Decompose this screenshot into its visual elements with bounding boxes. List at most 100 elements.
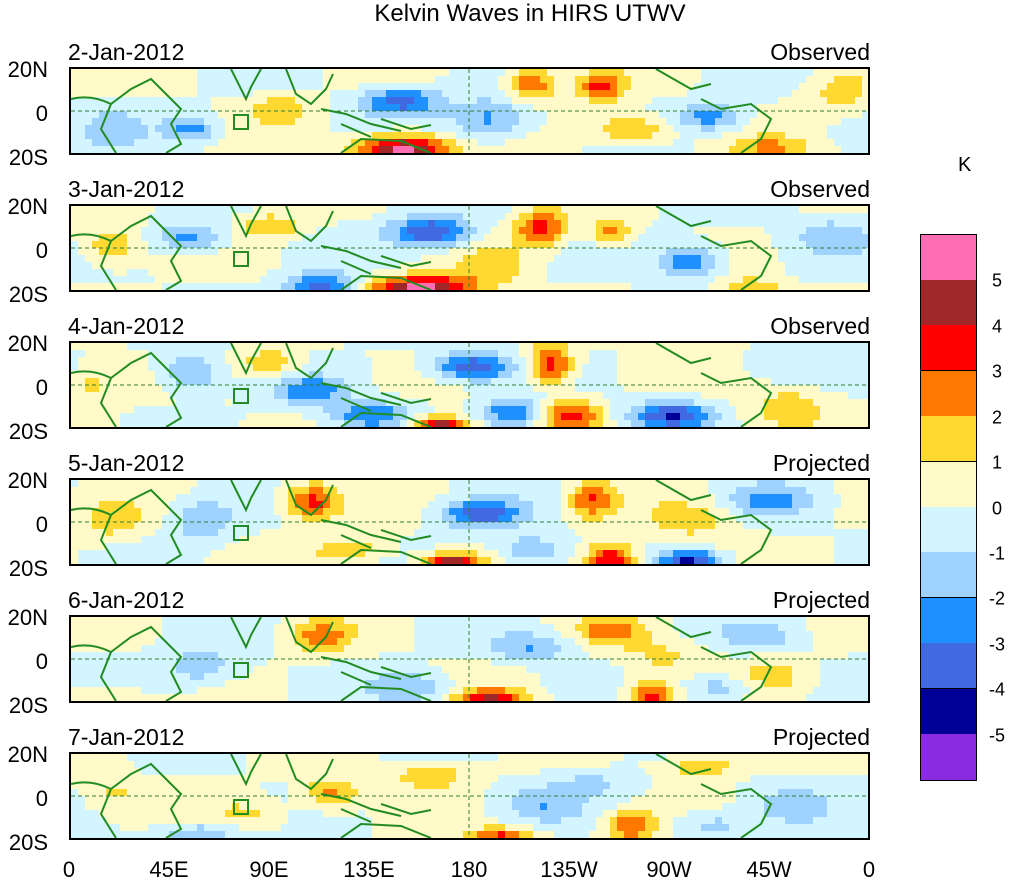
anomaly-cell <box>848 487 856 495</box>
anomaly-cell <box>715 420 723 427</box>
anomaly-cell <box>729 234 737 242</box>
anomaly-cell <box>603 392 611 400</box>
anomaly-cell <box>575 515 583 523</box>
anomaly-cell <box>386 269 394 277</box>
anomaly-cell <box>785 399 793 407</box>
anomaly-cell <box>841 269 849 277</box>
anomaly-cell <box>379 480 387 488</box>
anomaly-cell <box>596 139 604 147</box>
anomaly-cell <box>694 132 702 140</box>
anomaly-cell <box>708 111 716 119</box>
anomaly-cell <box>400 111 408 119</box>
anomaly-cell <box>554 364 562 372</box>
anomaly-cell <box>736 283 744 290</box>
anomaly-cell <box>323 90 331 98</box>
anomaly-cell <box>260 83 268 91</box>
anomaly-cell <box>638 104 646 112</box>
anomaly-cell <box>113 118 121 126</box>
anomaly-cell <box>484 371 492 379</box>
anomaly-cell <box>813 132 821 140</box>
anomaly-cell <box>372 118 380 126</box>
anomaly-cell <box>379 385 387 393</box>
anomaly-cell <box>281 227 289 235</box>
anomaly-cell <box>498 501 506 509</box>
anomaly-cell <box>176 118 184 126</box>
anomaly-cell <box>267 364 275 372</box>
anomaly-cell <box>617 283 625 290</box>
anomaly-cell <box>673 220 681 228</box>
anomaly-cell <box>820 350 828 358</box>
anomaly-cell <box>449 501 457 509</box>
anomaly-cell <box>568 213 576 221</box>
anomaly-cell <box>330 385 338 393</box>
anomaly-cell <box>799 118 807 126</box>
anomaly-cell <box>288 420 296 427</box>
anomaly-cell <box>603 515 611 523</box>
anomaly-cell <box>722 125 730 133</box>
anomaly-cell <box>799 111 807 119</box>
anomaly-cell <box>652 111 660 119</box>
anomaly-cell <box>603 104 611 112</box>
anomaly-cell <box>575 364 583 372</box>
anomaly-cell <box>253 515 261 523</box>
anomaly-cell <box>337 480 345 488</box>
anomaly-cell <box>358 480 366 488</box>
anomaly-cell <box>589 501 597 509</box>
anomaly-cell <box>246 234 254 242</box>
anomaly-cell <box>729 494 737 502</box>
anomaly-cell <box>862 283 868 290</box>
anomaly-cell <box>470 420 478 427</box>
anomaly-cell <box>99 262 107 270</box>
anomaly-cell <box>722 276 730 284</box>
anomaly-cell <box>344 146 352 153</box>
anomaly-cell <box>197 399 205 407</box>
anomaly-cell <box>750 97 758 105</box>
anomaly-cell <box>281 406 289 414</box>
anomaly-cell <box>148 90 156 98</box>
anomaly-cell <box>379 378 387 386</box>
anomaly-cell <box>477 104 485 112</box>
anomaly-cell <box>540 413 548 421</box>
anomaly-cell <box>246 508 254 516</box>
anomaly-cell <box>288 276 296 284</box>
anomaly-cell <box>288 111 296 119</box>
anomaly-cell <box>799 420 807 427</box>
anomaly-cell <box>148 399 156 407</box>
anomaly-cell <box>554 248 562 256</box>
anomaly-cell <box>624 206 632 214</box>
anomaly-cell <box>232 90 240 98</box>
anomaly-cell <box>834 480 842 488</box>
anomaly-cell <box>617 508 625 516</box>
anomaly-cell <box>400 213 408 221</box>
anomaly-cell <box>526 139 534 147</box>
anomaly-cell <box>218 515 226 523</box>
anomaly-cell <box>449 357 457 365</box>
anomaly-cell <box>85 118 93 126</box>
anomaly-cell <box>316 515 324 523</box>
anomaly-cell <box>316 269 324 277</box>
anomaly-cell <box>393 69 401 77</box>
anomaly-cell <box>778 276 786 284</box>
anomaly-cell <box>337 494 345 502</box>
anomaly-cell <box>526 262 534 270</box>
anomaly-cell <box>729 350 737 358</box>
anomaly-cell <box>645 248 653 256</box>
anomaly-cell <box>631 508 639 516</box>
anomaly-cell <box>316 283 324 290</box>
anomaly-cell <box>309 248 317 256</box>
anomaly-cell <box>421 343 429 351</box>
anomaly-cell <box>596 227 604 235</box>
anomaly-cell <box>141 206 149 214</box>
anomaly-cell <box>764 378 772 386</box>
anomaly-cell <box>848 118 856 126</box>
anomaly-cell <box>253 206 261 214</box>
anomaly-cell <box>372 248 380 256</box>
anomaly-cell <box>729 76 737 84</box>
anomaly-cell <box>358 515 366 523</box>
anomaly-cell <box>512 406 520 414</box>
anomaly-cell <box>596 269 604 277</box>
anomaly-cell <box>260 206 268 214</box>
anomaly-cell <box>337 364 345 372</box>
anomaly-cell <box>218 132 226 140</box>
anomaly-cell <box>204 146 212 153</box>
